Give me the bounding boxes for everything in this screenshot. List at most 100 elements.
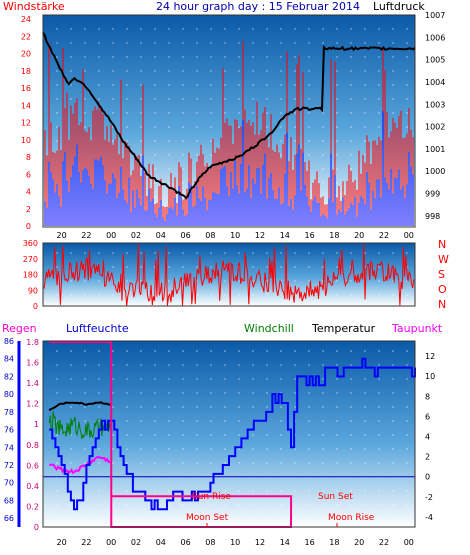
- rain-tick-label: 0: [34, 523, 39, 532]
- wind-time-label: 14: [280, 231, 290, 240]
- temperature-tick-label: 0: [425, 473, 430, 482]
- pressure-tick-label: 1002: [425, 123, 445, 132]
- wind-tick-label: 10: [21, 136, 31, 145]
- wind-time-label: 16: [305, 231, 315, 240]
- wind-tick-label: 0: [26, 222, 31, 231]
- pressure-tick-label: 998: [425, 212, 440, 221]
- rain-tick-label: 0.4: [26, 482, 39, 491]
- wind-tick-label: 2: [26, 205, 31, 214]
- wind-time-label: 20: [354, 231, 364, 240]
- direction-compass-label: S: [438, 268, 445, 281]
- wind-time-label: 22: [81, 231, 91, 240]
- humidity-tick-label: 70: [4, 479, 14, 488]
- climate-time-label: 08: [205, 538, 215, 547]
- pressure-tick-label: 999: [425, 190, 440, 199]
- pressure-tick-label: 1003: [425, 100, 445, 109]
- humidity-tick-label: 76: [4, 426, 14, 435]
- dewpoint-series: [49, 456, 111, 475]
- rain-tick-label: 1: [34, 420, 39, 429]
- pressure-tick-label: 1001: [425, 145, 445, 154]
- humidity-tick-label: 72: [4, 461, 14, 470]
- rain-tick-label: 0.8: [26, 441, 39, 450]
- wind-time-label: 00: [106, 231, 116, 240]
- temperature-tick-label: 8: [425, 392, 430, 401]
- wind-time-label: 18: [329, 231, 339, 240]
- humidity-tick-label: 66: [4, 514, 14, 523]
- moon-set-label: Moon Set: [186, 513, 229, 523]
- direction-tick-label: 270: [23, 255, 38, 264]
- humidity-tick-label: 82: [4, 372, 14, 381]
- wind-time-label: 12: [255, 231, 265, 240]
- rain-tick-label: 0.2: [26, 502, 39, 511]
- humidity-tick-label: 86: [4, 337, 14, 346]
- humidity-tick-label: 78: [4, 408, 14, 417]
- rain-header: Regen: [2, 322, 37, 335]
- moon-rise-label: Moon Rise: [328, 513, 375, 523]
- humidity-tick-label: 80: [4, 390, 14, 399]
- windchill-header: Windchill: [244, 322, 294, 335]
- pressure-tick-label: 1006: [425, 33, 445, 42]
- humidity-header: Luftfeuchte: [66, 322, 129, 335]
- direction-compass-label: N: [438, 298, 446, 311]
- climate-time-label: 02: [131, 538, 141, 547]
- wind-tick-label: 12: [21, 119, 31, 128]
- wind-tick-label: 24: [21, 15, 31, 24]
- temperature-tick-label: -4: [425, 513, 433, 522]
- direction-tick-label: 180: [23, 271, 38, 280]
- direction-compass-label: W: [438, 253, 449, 266]
- climate-time-label: 14: [280, 538, 290, 547]
- direction-panel-frame: [42, 242, 416, 307]
- rain-tick-label: 1.6: [26, 359, 39, 368]
- wind-time-label: 20: [57, 231, 67, 240]
- temperature-tick-label: 10: [425, 372, 435, 381]
- wind-tick-label: 18: [21, 67, 31, 76]
- climate-time-label: 16: [305, 538, 315, 547]
- climate-time-label: 00: [106, 538, 116, 547]
- pressure-tick-label: 1007: [425, 11, 445, 20]
- humidity-tick-label: 68: [4, 496, 14, 505]
- wind-time-label: 06: [181, 231, 191, 240]
- direction-compass-label: N: [438, 238, 446, 251]
- climate-time-label: 12: [255, 538, 265, 547]
- pressure-series: [42, 31, 416, 200]
- wind-tick-label: 20: [21, 50, 31, 59]
- wind-tick-label: 16: [21, 84, 31, 93]
- temperature-tick-label: 2: [425, 453, 430, 462]
- humidity-series: [49, 357, 416, 511]
- climate-time-label: 18: [329, 538, 339, 547]
- rain-tick-label: 1.2: [26, 400, 39, 409]
- climate-panel-frame: [42, 340, 416, 528]
- wind-time-label: 08: [205, 231, 215, 240]
- windchill-series: [48, 411, 112, 440]
- climate-time-label: 00: [404, 538, 414, 547]
- wind-tick-label: 14: [21, 101, 31, 110]
- climate-time-label: 20: [354, 538, 364, 547]
- pressure-tick-label: 1000: [425, 167, 445, 176]
- rain-tick-label: 1.8: [26, 338, 39, 347]
- climate-time-label: 06: [181, 538, 191, 547]
- wind-direction-series: [42, 244, 415, 306]
- sun-set-label: Sun Set: [318, 492, 353, 502]
- wind-time-label: 02: [131, 231, 141, 240]
- pressure-tick-label: 1004: [425, 78, 445, 87]
- wind-tick-label: 4: [26, 188, 31, 197]
- climate-time-label: 22: [379, 538, 389, 547]
- direction-compass-label: O: [438, 283, 447, 296]
- wind-time-label: 00: [404, 231, 414, 240]
- pressure-title: Luftdruck: [373, 0, 425, 13]
- temperature-tick-label: -2: [425, 493, 433, 502]
- wind-time-label: 22: [379, 231, 389, 240]
- graph-title: 24 hour graph day : 15 Februar 2014: [156, 0, 360, 13]
- wind-time-label: 10: [230, 231, 240, 240]
- wind-tick-label: 6: [26, 170, 31, 179]
- temperature-tick-label: 6: [425, 412, 430, 421]
- pressure-tick-label: 1005: [425, 56, 445, 65]
- climate-time-label: 04: [156, 538, 166, 547]
- temperature-series: [48, 401, 111, 412]
- temperature-tick-label: 12: [425, 352, 435, 361]
- rain-tick-label: 0.6: [26, 461, 39, 470]
- temperature-tick-label: 4: [425, 433, 430, 442]
- climate-time-label: 22: [81, 538, 91, 547]
